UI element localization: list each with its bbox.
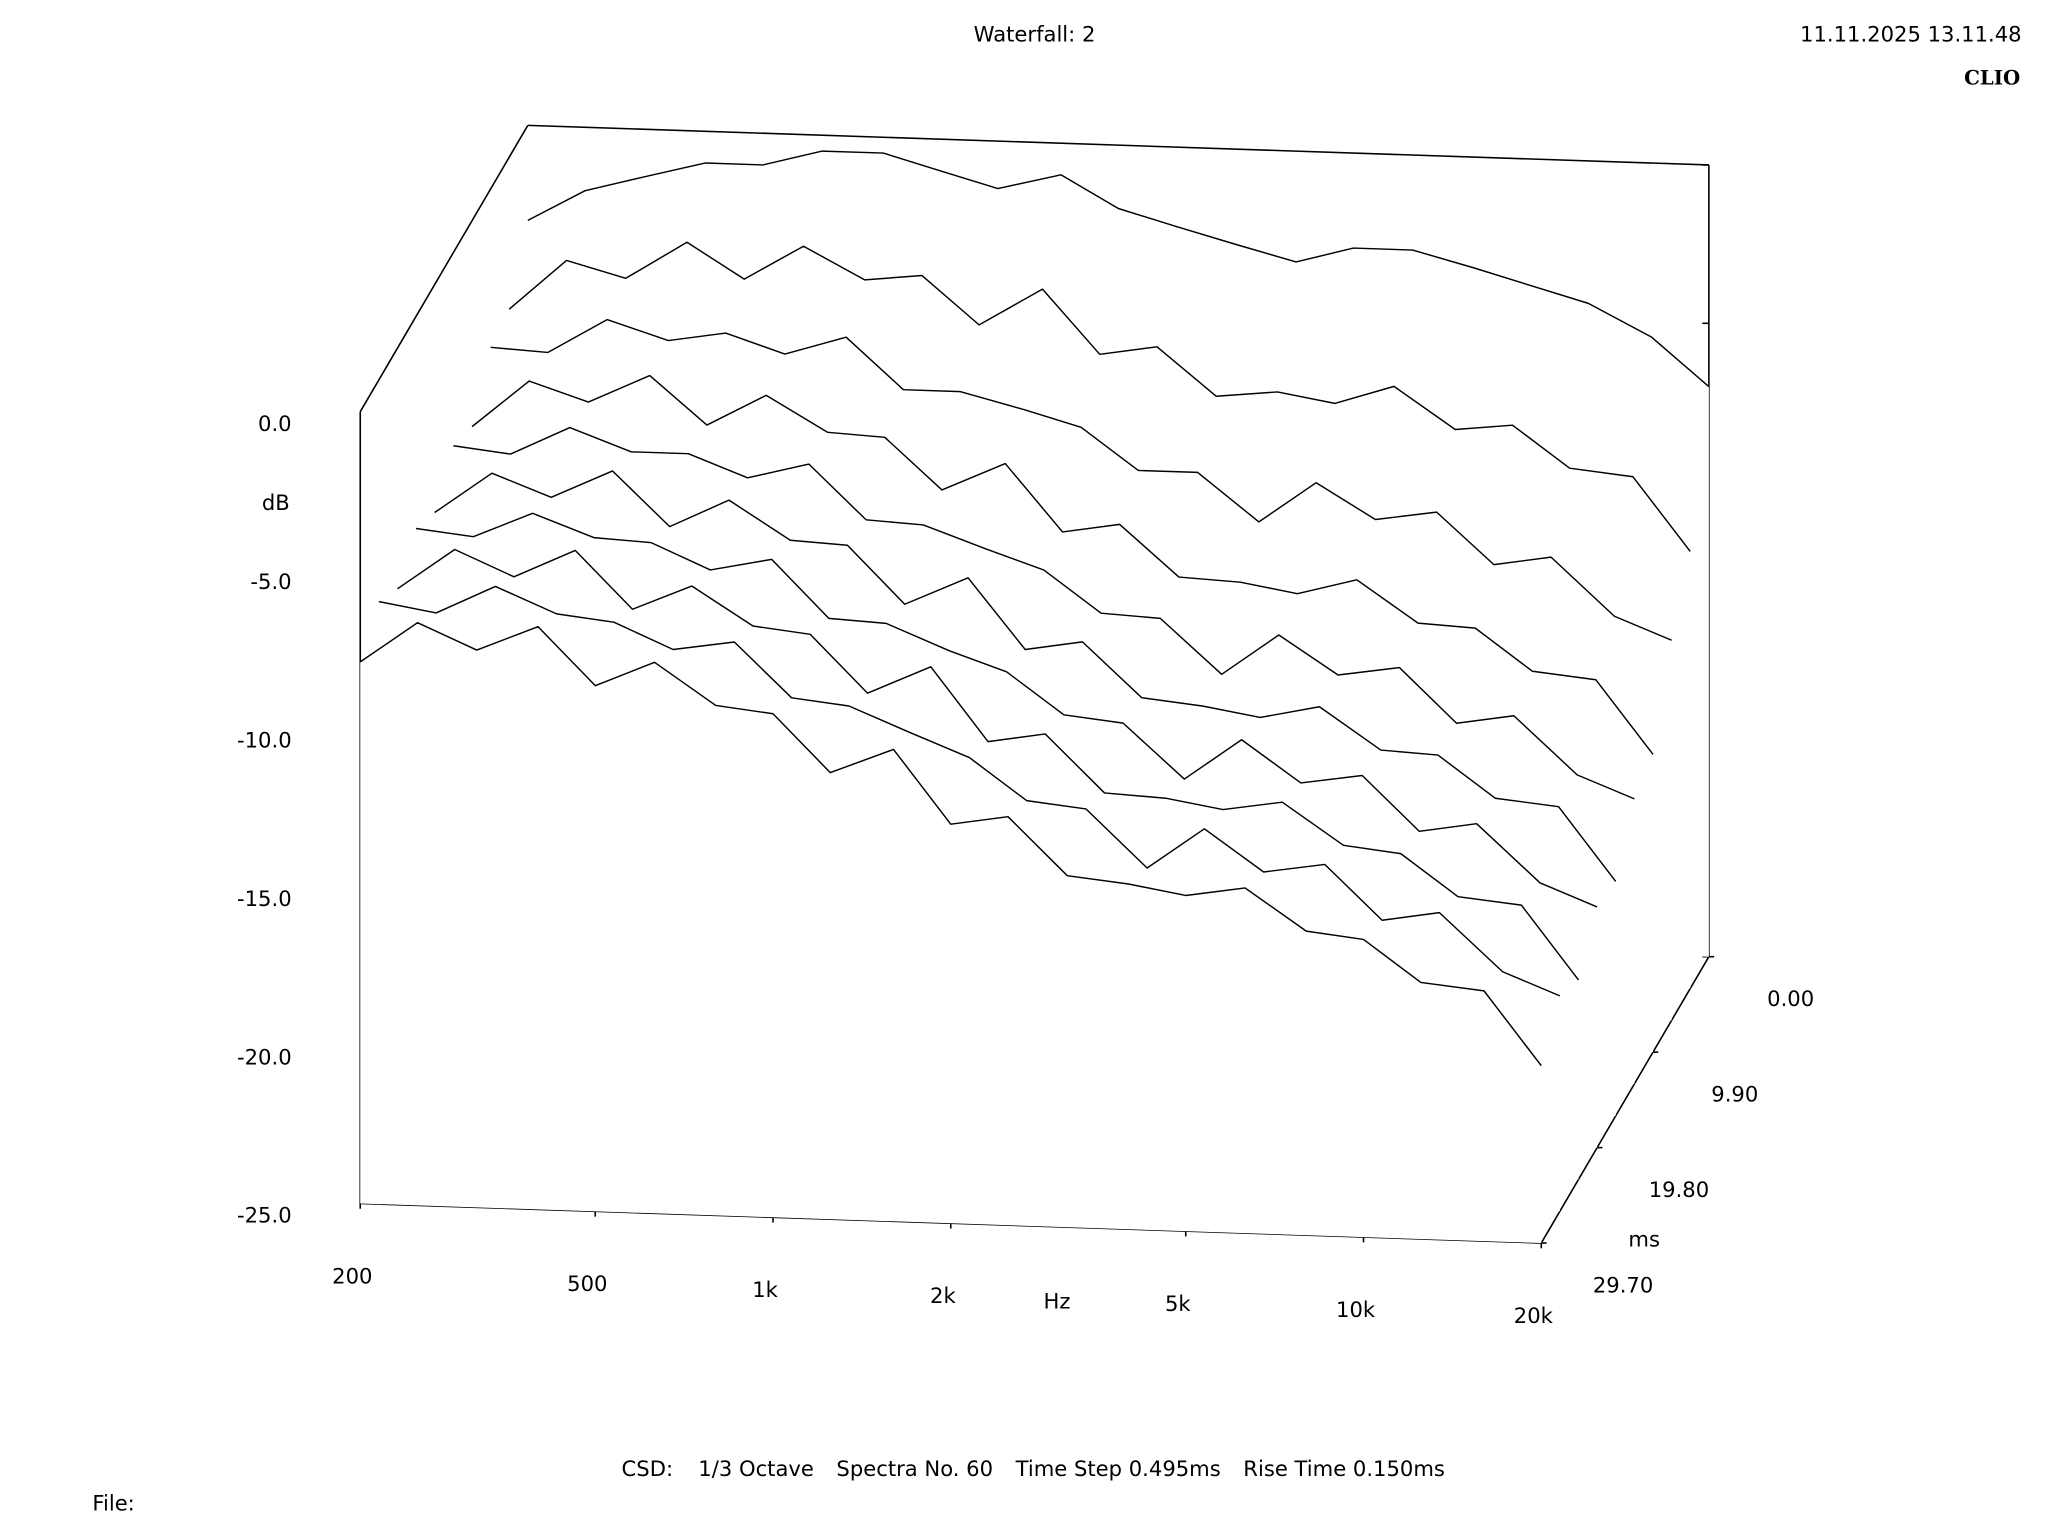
z-axis-label: ms <box>1628 1226 1660 1251</box>
x-axis-label: Hz <box>1044 1288 1071 1313</box>
file-label: File: <box>92 1490 134 1515</box>
y-tick-label: -25.0 <box>237 1203 292 1228</box>
x-tick-label: 2k <box>930 1283 956 1308</box>
y-tick-label: -15.0 <box>237 886 292 911</box>
timestamp: 11.11.2025 13.11.48 <box>1800 22 2022 47</box>
x-tick-label: 5k <box>1165 1291 1191 1316</box>
spectrum-slice <box>453 426 1635 800</box>
frame-line <box>527 124 1709 166</box>
footer-item: Time Step 0.495ms <box>1015 1456 1221 1481</box>
spectrum-slice <box>471 374 1654 755</box>
y-tick-label: -5.0 <box>250 569 291 594</box>
x-tick-label: 1k <box>752 1277 778 1302</box>
spectrum-slice <box>415 512 1598 908</box>
slice-mask <box>360 622 1542 1244</box>
y-axis-label: dB <box>262 490 290 515</box>
footer-item: Spectra No. 60 <box>836 1456 993 1481</box>
y-tick-label: -20.0 <box>237 1044 292 1069</box>
x-tick-label: 10k <box>1336 1297 1376 1322</box>
y-tick-label: -10.0 <box>237 728 292 753</box>
brand: CLIO <box>1964 66 2020 90</box>
footer-item: CSD: <box>622 1456 674 1481</box>
z-tick-label: 0.00 <box>1767 986 1814 1011</box>
spectrum-slice <box>527 150 1710 388</box>
x-tick-label: 500 <box>567 1271 607 1296</box>
spectrum-slice <box>397 548 1580 981</box>
spectrum-slice <box>378 585 1561 997</box>
footer-item: 1/3 Octave <box>698 1456 814 1481</box>
spectrum-slice <box>359 621 1542 1067</box>
frame-line <box>359 124 529 413</box>
footer-item: Rise Time 0.150ms <box>1243 1456 1445 1481</box>
y-tick-label: 0.0 <box>258 411 292 436</box>
x-tick-label: 200 <box>332 1263 372 1288</box>
frame-line <box>1540 956 1710 1244</box>
z-tick-label: 9.90 <box>1711 1082 1758 1107</box>
chart-title: Waterfall: 2 <box>974 22 1096 47</box>
footer: CSD: 1/3 Octave Spectra No. 60 Time Step… <box>622 1456 1445 1481</box>
spectrum-slice <box>490 318 1672 641</box>
spectrum-slice <box>508 241 1691 552</box>
z-tick-label: 29.70 <box>1593 1273 1653 1298</box>
x-tick-label: 20k <box>1514 1303 1554 1328</box>
z-tick-label: 19.80 <box>1649 1177 1709 1202</box>
spectrum-slice <box>434 470 1617 882</box>
